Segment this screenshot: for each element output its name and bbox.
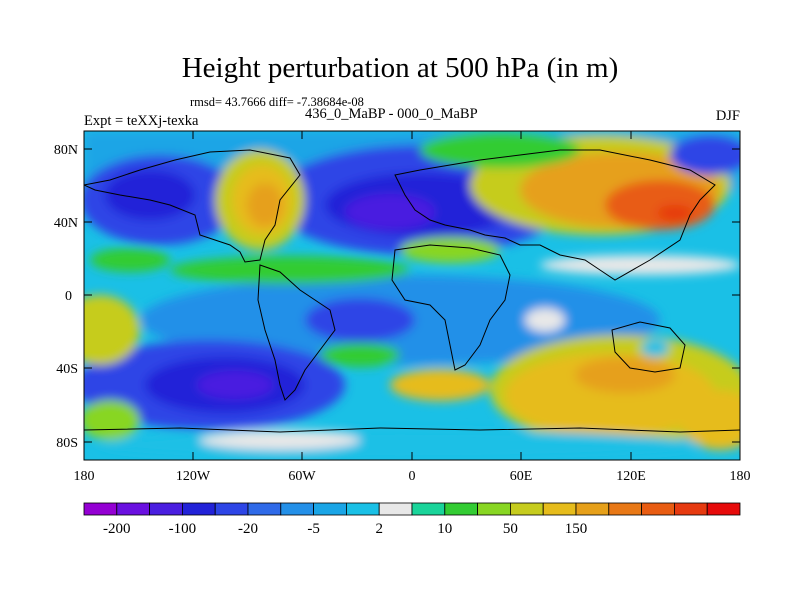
sw-green (84, 400, 140, 440)
south-america-outline (257, 264, 336, 401)
lat-label: 40S (56, 362, 78, 377)
lon-label: 120E (616, 469, 646, 484)
colorbar-label: 10 (437, 521, 452, 537)
subtropic-green-c (400, 237, 500, 263)
pacific-low-core (105, 170, 195, 220)
subtropic-green-w (170, 256, 410, 284)
lat-label: 40N (54, 216, 78, 231)
indian-hole (641, 339, 669, 357)
antarctica-outline (84, 427, 740, 433)
colorbar-swatch (116, 502, 151, 516)
colorbar-swatch (542, 502, 577, 516)
colorbar-swatch (608, 502, 642, 516)
australia-outline (611, 321, 686, 373)
lon-label: 60E (510, 469, 533, 484)
atlantic-low-core (345, 194, 435, 230)
colorbar-swatch (641, 502, 675, 516)
south-pacific-low-core (197, 371, 273, 399)
colorbar (83, 502, 741, 516)
indian-high-core (575, 357, 675, 393)
colorbar-labels: -200 -100 -20 -5 2 10 50 150 (103, 521, 587, 537)
colorbar-label: -200 (103, 521, 131, 537)
colorbar-swatch (411, 502, 446, 516)
lat-label: 80S (56, 436, 78, 451)
lat-label: 80N (54, 143, 78, 158)
contour-field (84, 131, 740, 460)
asia-high-core (605, 180, 715, 230)
colorbar-label: -5 (307, 521, 320, 537)
colorbar-swatch (444, 502, 478, 516)
colorbar-swatch (313, 502, 347, 516)
indian-white (525, 308, 565, 332)
lon-label: 0 (409, 469, 416, 484)
south-atlantic-low (305, 298, 415, 342)
lon-ticks (83, 131, 741, 460)
lon-label: 60W (288, 469, 316, 484)
colorbar-swatch (509, 502, 544, 516)
north-america-outline (84, 149, 301, 263)
colorbar-swatch (378, 502, 413, 516)
colorbar-swatch (706, 502, 741, 516)
west-edge-high (84, 295, 140, 365)
colorbar-label: 2 (375, 521, 383, 537)
eurasia-outline (394, 149, 716, 281)
subtropic-white (540, 255, 740, 275)
colorbar-swatch (280, 502, 314, 516)
colorbar-swatch (83, 502, 118, 516)
case-label: 436_0_MaBP - 000_0_MaBP (305, 106, 478, 122)
africa-outline (391, 244, 511, 371)
stats-line: rmsd= 43.7666 diff= -7.38684e-08 (190, 95, 364, 109)
colorbar-label: 150 (565, 521, 588, 537)
colorbar-swatch (214, 502, 249, 516)
colorbar-swatch (149, 502, 183, 516)
colorbar-swatch (477, 502, 511, 516)
antarctic-band (100, 430, 700, 460)
experiment-label: Expt = teXXj-texka (84, 113, 199, 129)
colorbar-swatch (345, 502, 380, 516)
sa-high (390, 369, 490, 401)
colorbar-swatch (575, 502, 610, 516)
lon-label: 180 (730, 469, 751, 484)
na-high-core (247, 183, 283, 227)
asia-high-peak (657, 205, 693, 221)
arctic-low-east (670, 135, 740, 175)
colorbar-label: -100 (169, 521, 197, 537)
lat-label: 0 (65, 289, 72, 304)
colorbar-swatch (247, 502, 282, 516)
lat-ticks (84, 148, 740, 443)
antarctic-white (200, 430, 360, 450)
lon-label: 180 (74, 469, 95, 484)
sa-green (320, 343, 400, 367)
colorbar-swatch (181, 502, 216, 516)
plot-title: Height perturbation at 500 hPa (in m) (181, 52, 619, 84)
arctic-green (420, 132, 580, 168)
coastlines (84, 149, 740, 433)
season-label: DJF (715, 108, 740, 124)
se-high (680, 390, 740, 450)
colorbar-label: 50 (503, 521, 518, 537)
colorbar-swatch (674, 502, 708, 516)
subtropic-green-far-w (90, 248, 170, 272)
colorbar-label: -20 (238, 521, 258, 537)
lon-label: 120W (176, 469, 211, 484)
